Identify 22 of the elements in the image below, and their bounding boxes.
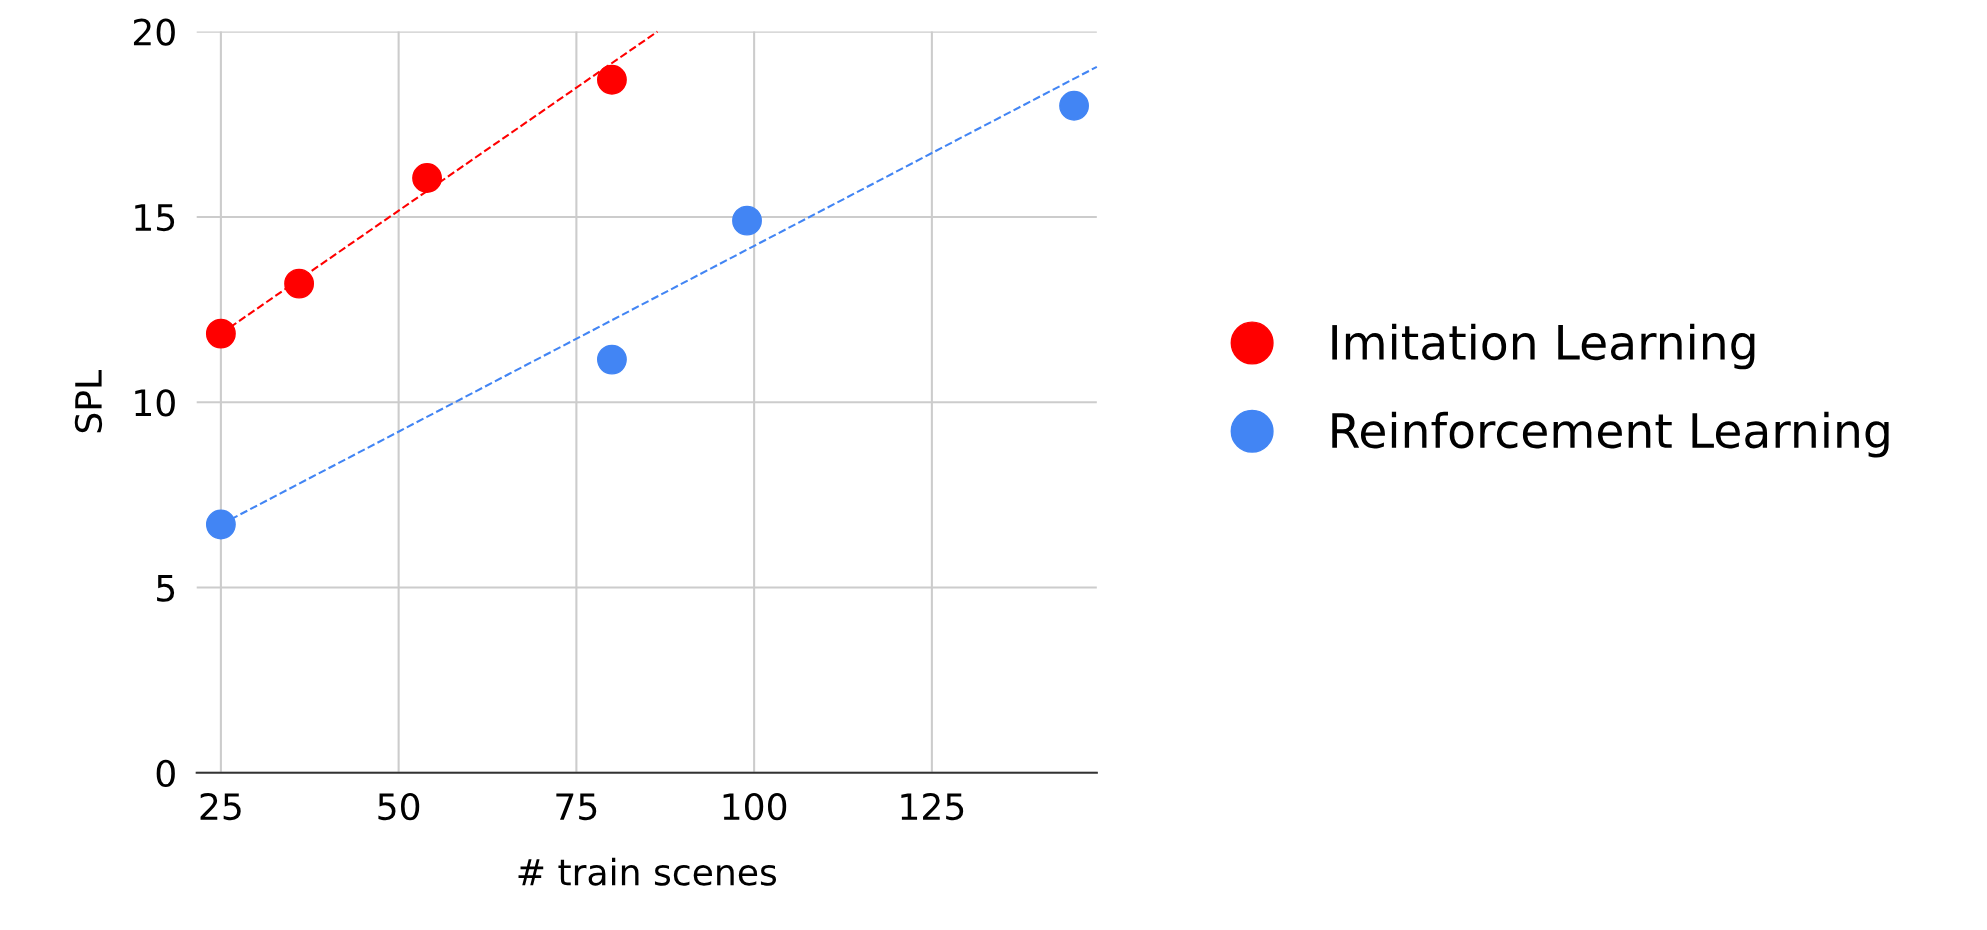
legend-label: Imitation Learning	[1332, 323, 1755, 370]
point	[284, 268, 315, 299]
point	[412, 163, 443, 193]
x-tick-label: 100	[723, 792, 787, 821]
y-tick-label: 0	[156, 759, 175, 788]
x-tick-label: 75	[556, 793, 597, 821]
point	[1059, 90, 1089, 121]
point	[205, 509, 236, 540]
point	[597, 344, 627, 375]
x-tick-label: 25	[200, 792, 241, 821]
point	[732, 205, 762, 236]
y-axis-title: SPL	[74, 370, 103, 433]
y-tick-label: 20	[133, 18, 175, 46]
point	[597, 64, 627, 95]
x-tick-label: 50	[378, 792, 420, 821]
x-tick-label: 125	[901, 792, 964, 821]
y-tick-label: 10	[135, 389, 175, 417]
y-tick-label: 5	[157, 574, 175, 602]
legend-label: Reinforcement Learning	[1332, 411, 1889, 458]
point	[205, 318, 236, 349]
y-tick-label: 15	[135, 204, 175, 232]
x-axis-title: # train scenes	[518, 857, 777, 886]
